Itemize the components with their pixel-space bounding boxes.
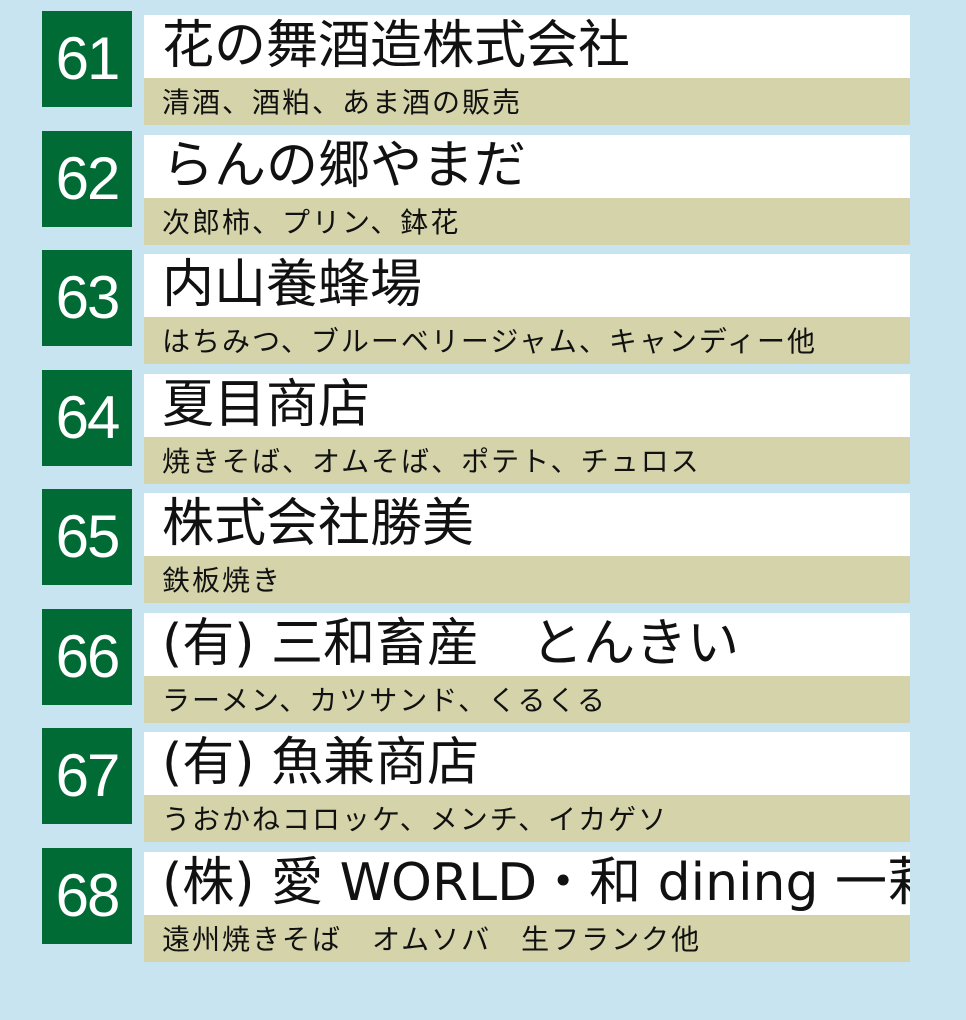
vendor-number: 64	[42, 369, 132, 466]
vendor-name: (有) 三和畜産 とんきい	[144, 612, 910, 676]
vendor-number: 68	[42, 847, 132, 944]
vendor-name: 株式会社勝美	[144, 493, 910, 556]
vendor-items: 鉄板焼き	[144, 556, 910, 603]
vendor-items: 焼きそば、オムそば、ポテト、チュロス	[144, 436, 910, 484]
vendor-number: 65	[42, 489, 132, 585]
vendor-items: 清酒、酒粕、あま酒の販売	[144, 78, 910, 125]
vendor-items: 次郎柿、プリン、鉢花	[144, 197, 910, 245]
vendor-number: 63	[42, 250, 132, 346]
vendor-name: 夏目商店	[144, 373, 910, 437]
vendor-row: 66 (有) 三和畜産 とんきい ラーメン、カツサンド、くるくる	[0, 608, 966, 731]
vendor-row: 61 花の舞酒造株式会社 清酒、酒粕、あま酒の販売	[0, 11, 966, 133]
vendor-row: 63 内山養蜂場 はちみつ、ブルーベリージャム、キャンディー他	[0, 250, 966, 372]
vendor-row: 68 (株) 愛 WORLD・和 dining 一莉 遠州焼きそば オムソバ 生フラ…	[0, 847, 966, 970]
vendor-name: 内山養蜂場	[144, 254, 910, 317]
vendor-number: 62	[42, 130, 132, 227]
vendor-items: ラーメン、カツサンド、くるくる	[144, 675, 910, 723]
vendor-number: 67	[42, 728, 132, 824]
vendor-items: うおかねコロッケ、メンチ、イカゲソ	[144, 795, 910, 842]
vendor-row: 64 夏目商店 焼きそば、オムそば、ポテト、チュロス	[0, 369, 966, 492]
vendor-items: 遠州焼きそば オムソバ 生フランク他	[144, 914, 910, 962]
vendor-row: 62 らんの郷やまだ 次郎柿、プリン、鉢花	[0, 130, 966, 253]
vendor-row: 67 (有) 魚兼商店 うおかねコロッケ、メンチ、イカゲソ	[0, 728, 966, 850]
vendor-name: らんの郷やまだ	[144, 134, 910, 198]
vendor-number: 61	[42, 11, 132, 107]
vendor-name: 花の舞酒造株式会社	[144, 15, 910, 78]
vendor-items: はちみつ、ブルーベリージャム、キャンディー他	[144, 317, 910, 364]
vendor-number: 66	[42, 608, 132, 705]
vendor-name: (有) 魚兼商店	[144, 732, 910, 795]
vendor-name: (株) 愛 WORLD・和 dining 一莉	[144, 851, 910, 915]
vendor-row: 65 株式会社勝美 鉄板焼き	[0, 489, 966, 611]
